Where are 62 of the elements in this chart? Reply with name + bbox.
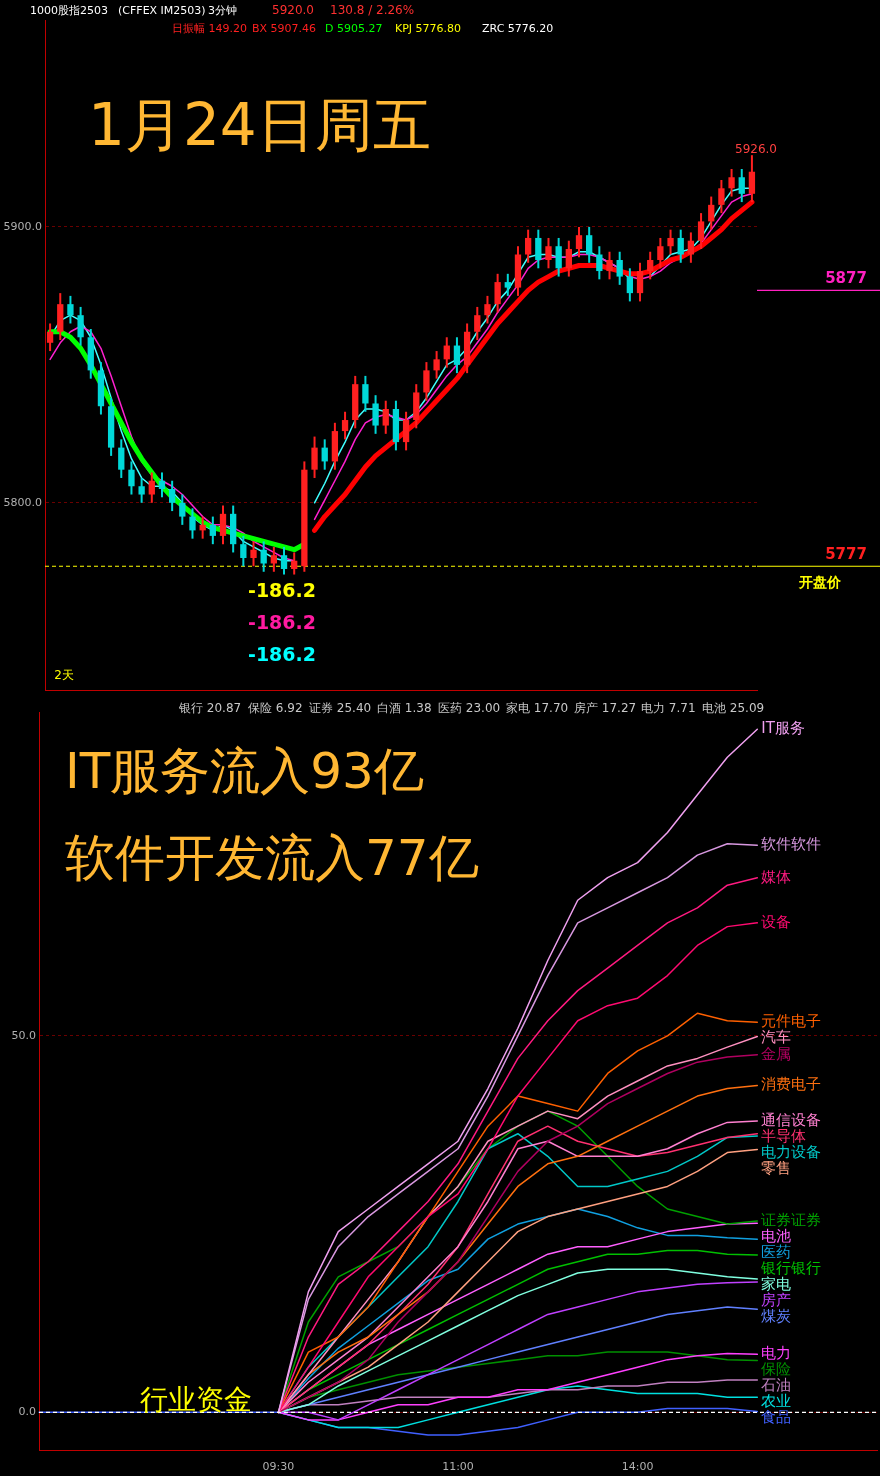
annotation: -186.2 [248,610,316,633]
y-tick-label: 50.0 [11,1028,36,1042]
text: 软件开发流入77亿 [65,828,479,887]
text: IT服务流入93亿 [65,741,424,800]
annotation: 日振幅 149.20 [172,21,247,35]
series-label: IT服务 [761,719,805,738]
series-label: 媒体 [761,867,792,886]
series-label: 银行银行 [760,1258,822,1277]
annotation: KPJ 5776.80 [395,21,462,35]
annotation: ZRC 5776.20 [482,21,554,35]
text: 5920.0 [272,3,314,18]
annotation: 证券 25.40 [309,701,372,716]
annotation: 电力 7.71 [641,701,696,716]
series-label: 房产 [761,1290,792,1309]
series-label: 家电 [761,1274,792,1293]
text: (CFFEX IM2503) [118,3,206,17]
x-tick-label: 11:00 [442,1460,474,1474]
annotation: BX 5907.46 [252,21,317,35]
text: 130.8 / 2.26% [330,3,415,18]
annotation: 5926.0 [735,142,777,157]
annotation: -186.2 [248,578,316,601]
series-label: 元件电子 [761,1012,822,1031]
annotation: D 5905.27 [325,21,383,35]
annotation: 银行 20.87 [178,701,242,716]
series-label: 医药 [761,1242,792,1261]
ref-line-label: 5877 [825,269,867,288]
text: 1月24日周五 [88,91,431,160]
annotation: -186.2 [248,642,316,665]
series-label: 设备 [761,912,792,931]
ref-line-label: 5777 [825,545,867,564]
series-label: 农业 [761,1392,792,1411]
y-tick-label: 5800.0 [3,495,42,509]
series-label: 软件软件 [761,835,822,854]
annotation: 医药 23.00 [438,701,501,716]
x-tick-label: 14:00 [621,1460,654,1474]
series-label: 电力设备 [761,1142,822,1161]
annotation: 行业资金 [140,1383,252,1417]
text: 1000股指2503 [30,3,108,17]
series-label: 金属 [761,1044,792,1063]
annotation: 家电 17.70 [506,701,569,716]
series-label: 半导体 [761,1126,807,1145]
series-label: 电池 [761,1226,792,1245]
series-label: 保险 [761,1360,792,1379]
annotation: 2天 [54,668,74,683]
series-label: 消费电子 [761,1075,822,1094]
series-label: 石油 [761,1376,792,1395]
series-label: 证券证券 [761,1210,822,1229]
annotation: 房产 17.27 [574,701,637,716]
annotation: 保险 6.92 [248,701,303,716]
series-label: 通信设备 [761,1110,822,1129]
x-tick-label: 09:30 [262,1460,295,1474]
series-label: 零售 [761,1158,792,1177]
annotation: 白酒 1.38 [377,701,432,716]
y-tick-label: 5900.0 [3,219,42,233]
series-label: 电力 [761,1344,792,1363]
y-tick-label: 0.0 [18,1405,36,1419]
series-label: 汽车 [761,1028,792,1047]
series-label: 煤炭 [761,1306,792,1325]
text: 开盘价 [798,573,842,590]
annotation: 电池 25.09 [702,701,765,716]
text: 3分钟 [208,3,237,17]
series-label: 食品 [761,1408,792,1427]
